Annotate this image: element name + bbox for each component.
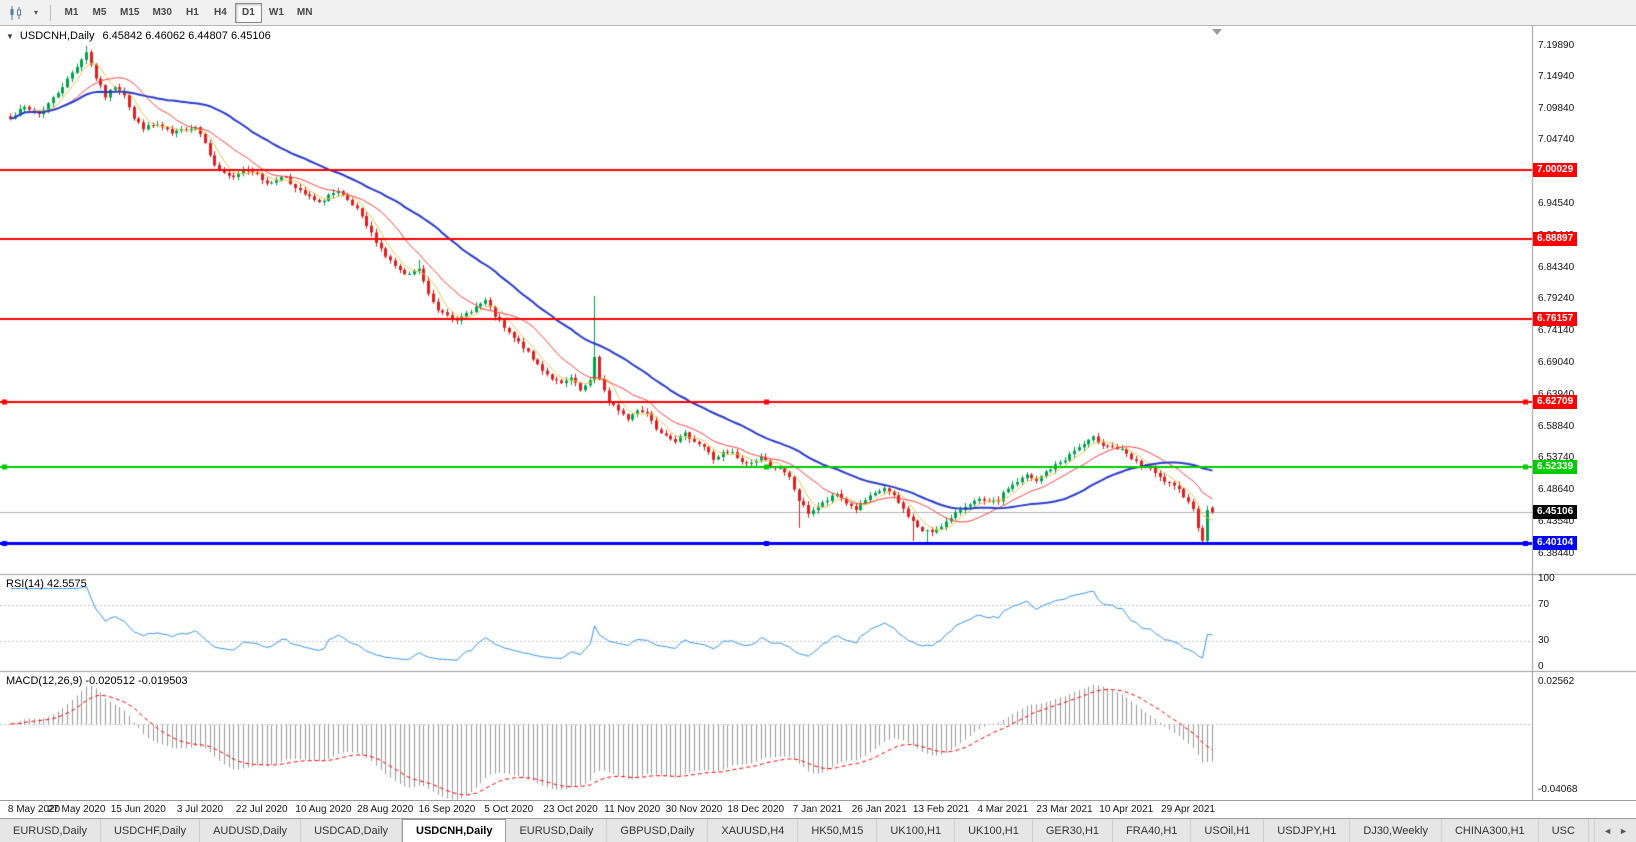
chart-tab-eurusd-daily[interactable]: EURUSD,Daily <box>0 819 101 842</box>
bid-price-tag: 6.45106 <box>1533 505 1578 520</box>
chart-tab-uk100-h1[interactable]: UK100,H1 <box>877 819 956 842</box>
price-tick-label: 6.58840 <box>1538 420 1575 432</box>
arrow-right-icon: ► <box>1619 825 1628 836</box>
chart-tab-hk50-m15[interactable]: HK50,M15 <box>798 819 878 842</box>
hline-price-tag: 7.00029 <box>1533 162 1578 177</box>
hline-price-tag: 6.40104 <box>1533 536 1578 551</box>
caret-down-icon: ▾ <box>33 8 38 17</box>
chart-tab-usdcnh-daily[interactable]: USDCNH,Daily <box>402 819 507 842</box>
price-tick-label: 6.94540 <box>1538 198 1575 210</box>
indicator-scale-label: 0.02562 <box>1538 676 1575 688</box>
price-tick-label: 6.63940 <box>1538 388 1575 400</box>
indicator-scale-label: -0.04068 <box>1538 783 1578 795</box>
chart-tab-usc[interactable]: USC <box>1538 819 1589 842</box>
price-axis[interactable]: 7.198907.149407.098407.047406.996406.945… <box>1532 26 1636 800</box>
price-tick-label: 6.84340 <box>1538 261 1575 273</box>
toolbar: ▾ M1 M5 M15 M30 H1 H4 D1 W1 MN <box>0 0 1636 26</box>
date-tick-label: 26 Jan 2021 <box>851 804 907 815</box>
chart-type-button[interactable] <box>5 3 27 23</box>
price-tick-label: 7.14940 <box>1538 70 1575 82</box>
tab-scroll-right-button[interactable]: ► <box>1617 825 1630 837</box>
date-tick-label: 4 Mar 2021 <box>977 804 1029 815</box>
chart-type-dropdown[interactable]: ▾ <box>29 3 43 23</box>
timeframe-button-m15[interactable]: M15 <box>114 3 145 23</box>
date-tick-label: 23 Oct 2020 <box>543 804 598 815</box>
indicator-scale-label: 70 <box>1538 599 1550 611</box>
date-tick-label: 10 Aug 2020 <box>295 804 352 815</box>
chart-tab-eurusd-daily[interactable]: EURUSD,Daily <box>506 819 608 842</box>
indicator-scale-label: 30 <box>1538 634 1550 646</box>
timeframe-group: M1 M5 M15 M30 H1 H4 D1 W1 MN <box>58 2 319 23</box>
chart-tab-dj30-weekly[interactable]: DJ30,Weekly <box>1350 819 1442 842</box>
hline-price-tag: 6.62709 <box>1533 395 1578 410</box>
arrow-left-icon: ◄ <box>1603 825 1613 836</box>
chart-tab-bar: EURUSD,Daily USDCHF,Daily AUDUSD,Daily USDC… <box>0 818 1636 842</box>
timeframe-button-m5[interactable]: M5 <box>86 3 113 23</box>
date-tick-label: 15 Jun 2020 <box>110 804 166 815</box>
date-tick-label: 27 May 2020 <box>47 804 106 815</box>
date-tick-label: 13 Feb 2021 <box>912 804 970 815</box>
price-tick-label: 6.79240 <box>1538 293 1575 305</box>
hline-price-tag: 6.76157 <box>1533 311 1578 326</box>
price-tick-label: 6.53740 <box>1538 452 1575 464</box>
date-tick-label: 30 Nov 2020 <box>665 804 723 815</box>
chart-tab-fra40-h1[interactable]: FRA40,H1 <box>1113 819 1192 842</box>
date-tick-label: 29 Apr 2021 <box>1161 804 1215 815</box>
date-tick-label: 16 Sep 2020 <box>418 804 476 815</box>
price-tick-label: 7.09840 <box>1538 102 1575 114</box>
chart-tab-china300-h1[interactable]: CHINA300,H1 <box>1441 819 1539 842</box>
candlestick-chart-icon <box>10 5 21 20</box>
date-tick-label: 3 Jul 2020 <box>176 804 224 815</box>
price-tick-label: 6.74140 <box>1538 325 1575 337</box>
date-tick-label: 11 Nov 2020 <box>604 804 661 815</box>
date-tick-label: 23 Mar 2021 <box>1036 804 1093 815</box>
timeframe-button-w1[interactable]: W1 <box>263 3 290 23</box>
date-tick-label: 8 May 2020 <box>7 804 61 815</box>
chart-tab-audusd-daily[interactable]: AUDUSD,Daily <box>200 819 302 842</box>
date-tick-label: 22 Jul 2020 <box>235 804 288 815</box>
tab-scroll-controls: ◄ ► <box>1594 819 1636 842</box>
timeframe-button-d1[interactable]: D1 <box>234 2 262 23</box>
chart-shift-marker <box>1212 29 1222 35</box>
tab-scroll-left-button[interactable]: ◄ <box>1601 825 1614 837</box>
chart-tabs: EURUSD,Daily USDCHF,Daily AUDUSD,Daily USDC… <box>0 819 1594 842</box>
toolbar-separator <box>50 4 51 21</box>
timeframe-button-m30[interactable]: M30 <box>146 3 177 23</box>
date-tick-label: 10 Apr 2021 <box>1099 804 1154 815</box>
chart-tab-ger30-h1[interactable]: GER30,H1 <box>1032 819 1114 842</box>
chart-tab-uk100-h1[interactable]: UK100,H1 <box>955 819 1033 842</box>
timeframe-button-m1[interactable]: M1 <box>58 3 85 23</box>
date-tick-label: 5 Oct 2020 <box>484 804 534 815</box>
time-axis[interactable]: 8 May 2020 27 May 2020 15 Jun 2020 3 Jul 20… <box>0 800 1636 818</box>
chart-tab-usdchf-daily[interactable]: USDCHF,Daily <box>100 819 201 842</box>
timeframe-button-h4[interactable]: H4 <box>207 3 234 23</box>
indicator-scale-label: 0 <box>1538 661 1544 672</box>
price-tick-label: 7.19890 <box>1538 40 1575 51</box>
chart-window: ▼ USDCNH,Daily 6.45842 6.46062 6.44807 6… <box>0 26 1636 800</box>
chart-tab-gbpusd-daily[interactable]: GBPUSD,Daily <box>607 819 709 842</box>
price-tick-label: 6.38440 <box>1538 547 1575 559</box>
chart-tab-usdjpy-h1[interactable]: USDJPY,H1 <box>1264 819 1351 842</box>
date-tick-label: 18 Dec 2020 <box>727 804 785 815</box>
price-tick-label: 6.43540 <box>1538 516 1575 527</box>
date-tick-label: 28 Aug 2020 <box>357 804 414 815</box>
price-tick-label: 7.04740 <box>1538 134 1575 146</box>
hline-price-tag: 6.88897 <box>1533 232 1578 247</box>
timeframe-button-mn[interactable]: MN <box>291 3 319 23</box>
price-chart-canvas[interactable] <box>0 26 1636 800</box>
chart-tab-xauusd-h4[interactable]: XAUUSD,H4 <box>708 819 799 842</box>
hline-price-tag: 6.52339 <box>1533 460 1578 475</box>
chart-tab-usoil-h1[interactable]: USOil,H1 <box>1191 819 1265 842</box>
date-tick-label: 7 Jan 2021 <box>792 804 843 815</box>
price-tick-label: 6.69040 <box>1538 357 1575 369</box>
chart-tab-usdcad-daily[interactable]: USDCAD,Daily <box>301 819 403 842</box>
timeframe-button-h1[interactable]: H1 <box>179 3 206 23</box>
indicator-scale-label: 100 <box>1538 573 1555 584</box>
price-tick-label: 6.48640 <box>1538 484 1575 496</box>
